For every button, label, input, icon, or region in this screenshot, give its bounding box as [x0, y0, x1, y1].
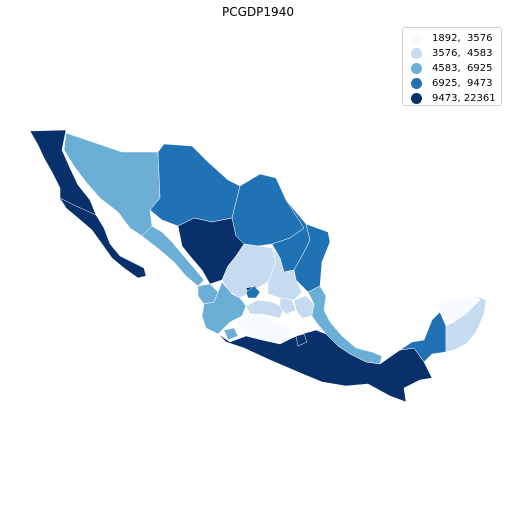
legend-swatch	[411, 93, 422, 104]
legend-label: 3576, 4583	[432, 48, 493, 59]
legend-swatch	[411, 33, 422, 44]
region-colima	[223, 327, 239, 341]
region-distrito-federal	[245, 285, 261, 299]
region-quintana-roo	[445, 295, 487, 353]
legend-item: 6925, 9473	[407, 76, 501, 91]
legend-label: 4583, 6925	[432, 63, 493, 74]
legend-item: 3576, 4583	[407, 46, 501, 61]
legend-item: 4583, 6925	[407, 61, 501, 76]
legend-swatch	[411, 48, 422, 59]
region-hidalgo	[293, 295, 315, 319]
map-title: PCGDP1940	[222, 5, 294, 19]
legend-label: 1892, 3576	[432, 33, 493, 44]
map-legend: 1892, 3576 3576, 4583 4583, 6925 6925, 9…	[402, 27, 502, 106]
region-morelos	[295, 333, 308, 347]
legend-label: 6925, 9473	[432, 78, 493, 89]
region-san-luis-potosi	[267, 247, 303, 301]
legend-label: 9473, 22361	[432, 93, 496, 104]
region-queretaro	[279, 297, 297, 315]
region-baja-california-sur	[59, 197, 147, 279]
legend-swatch	[411, 63, 422, 74]
region-chihuahua	[149, 143, 241, 227]
region-sinaloa	[141, 225, 205, 287]
region-veracruz	[307, 285, 383, 365]
region-zacatecas	[221, 243, 277, 299]
legend-swatch	[411, 78, 422, 89]
region-south-states	[217, 329, 433, 403]
region-guanajuato	[245, 299, 285, 319]
legend-item: 9473, 22361	[407, 91, 501, 106]
legend-item: 1892, 3576	[407, 31, 501, 46]
region-sonora	[63, 132, 161, 237]
